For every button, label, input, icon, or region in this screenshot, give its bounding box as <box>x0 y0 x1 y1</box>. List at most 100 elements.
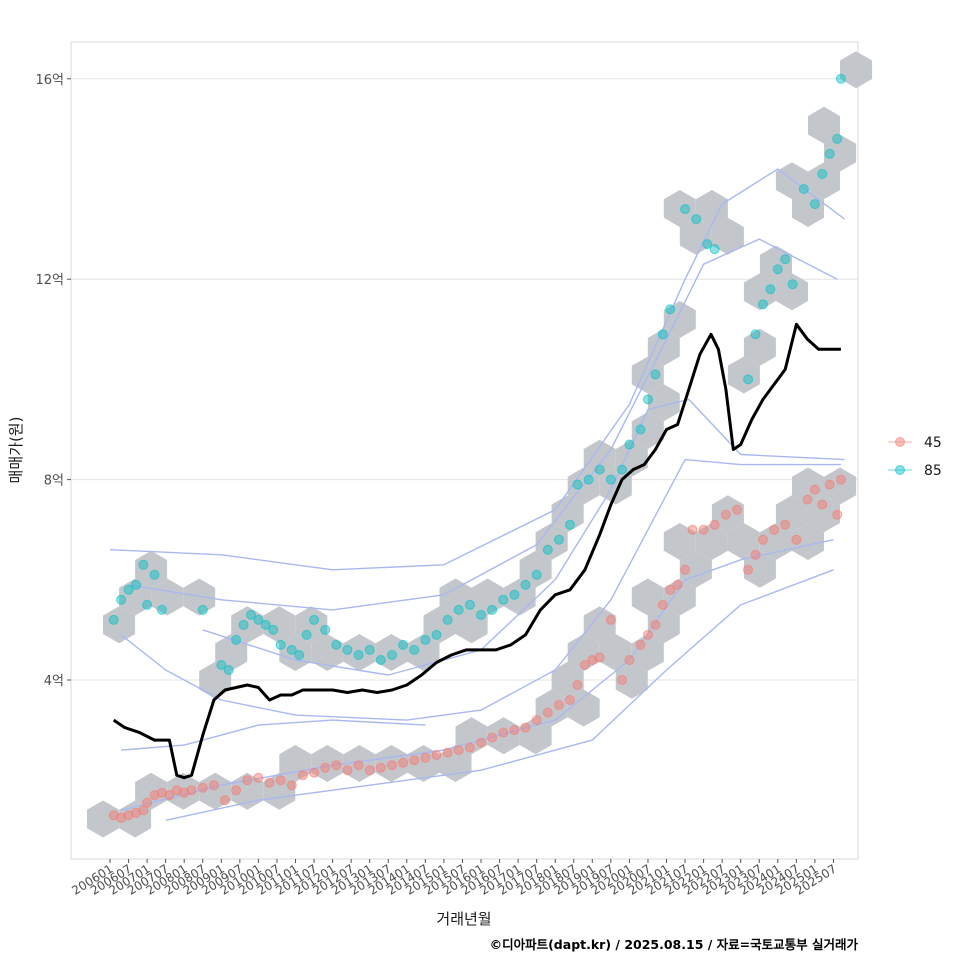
hex-bin <box>824 467 857 505</box>
data-point <box>116 812 127 823</box>
data-point <box>758 299 768 310</box>
data-point <box>635 639 646 650</box>
hex-bin <box>199 661 232 699</box>
hex-bin <box>343 634 376 671</box>
data-point <box>750 329 761 340</box>
data-point <box>431 750 442 761</box>
data-point <box>216 660 227 670</box>
data-point <box>364 644 375 655</box>
data-point <box>565 695 575 705</box>
data-point <box>802 494 813 505</box>
data-point <box>268 624 279 635</box>
hex-bin <box>87 800 120 838</box>
data-point <box>635 424 646 435</box>
data-point <box>442 614 453 625</box>
data-point <box>772 264 783 275</box>
hex-bin <box>519 550 552 588</box>
data-point <box>650 369 661 380</box>
data-point <box>687 524 698 535</box>
data-point <box>605 474 616 485</box>
data-point <box>680 564 691 575</box>
hex-bin <box>375 634 408 671</box>
hex-bin <box>295 606 328 644</box>
data-point <box>420 634 431 645</box>
density-contours <box>109 168 846 821</box>
data-point <box>750 549 761 560</box>
data-point <box>442 747 453 758</box>
hex-bin <box>119 800 152 838</box>
data-point <box>453 604 464 615</box>
data-point <box>487 732 498 743</box>
hex-bin <box>599 634 632 671</box>
data-point <box>650 619 661 630</box>
data-point <box>617 675 627 685</box>
density-contour <box>202 398 845 676</box>
hex-bin <box>775 273 808 311</box>
density-contour <box>128 238 838 611</box>
caption: ©디아파트(dapt.kr) / 2025.08.15 / 자료=국토교통부 실… <box>489 937 858 952</box>
data-point <box>758 534 768 545</box>
data-point <box>246 609 256 620</box>
data-point <box>732 504 742 515</box>
hex-bin <box>311 634 344 671</box>
data-point <box>691 214 702 225</box>
data-point <box>238 619 249 630</box>
x-axis-title: 거래년월 <box>436 910 491 928</box>
data-point <box>331 639 342 650</box>
data-point <box>542 707 553 718</box>
data-point <box>231 785 242 796</box>
hex-bin <box>663 578 696 616</box>
legend: 45 85 <box>888 435 942 479</box>
data-point <box>275 775 286 786</box>
data-point <box>594 464 605 475</box>
hex-bin <box>808 106 840 144</box>
data-point <box>309 614 320 625</box>
legend-key-point <box>895 437 905 447</box>
data-point <box>342 644 353 655</box>
data-point <box>553 700 564 710</box>
data-point <box>617 464 627 475</box>
hex-bin <box>263 772 296 810</box>
data-point <box>131 807 141 818</box>
data-point <box>476 737 486 748</box>
data-point <box>680 204 691 215</box>
data-point <box>780 254 791 265</box>
data-point <box>835 474 846 485</box>
data-point <box>672 579 683 590</box>
legend-label: 85 <box>924 463 942 479</box>
data-point <box>832 509 843 520</box>
data-point <box>780 519 791 530</box>
hex-density-layer <box>87 51 873 838</box>
data-point <box>587 655 598 665</box>
hex-bin <box>743 273 776 311</box>
hex-bin <box>808 162 840 200</box>
hex-bin <box>183 578 216 616</box>
hex-bin <box>375 745 408 782</box>
data-point <box>294 650 305 660</box>
data-point <box>286 780 297 791</box>
data-point <box>375 762 386 773</box>
data-point <box>275 639 286 650</box>
data-point <box>509 725 520 736</box>
data-point <box>220 795 230 806</box>
data-point <box>138 559 149 570</box>
hex-bin <box>471 578 504 616</box>
data-point <box>572 479 583 490</box>
data-point <box>320 762 331 773</box>
data-point <box>353 650 364 660</box>
data-point <box>605 614 616 625</box>
data-point <box>164 790 175 801</box>
data-point <box>709 244 720 255</box>
data-point <box>720 509 731 520</box>
hex-bin <box>583 606 616 644</box>
density-contour <box>109 168 846 571</box>
data-point <box>342 765 353 776</box>
density-contour <box>120 458 841 721</box>
density-contour <box>121 719 426 751</box>
data-point <box>409 644 420 655</box>
data-point <box>464 599 475 610</box>
data-point <box>387 650 397 660</box>
data-point <box>824 479 835 490</box>
data-point <box>149 790 160 801</box>
